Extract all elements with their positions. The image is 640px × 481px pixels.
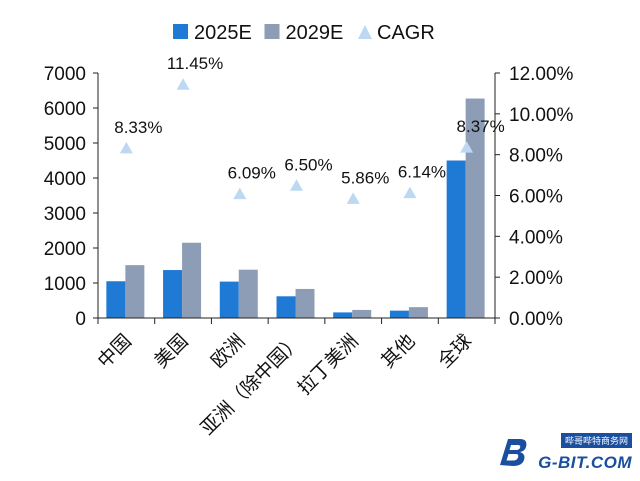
category-label: 中国	[93, 330, 135, 372]
bar-2025e	[389, 310, 409, 318]
legend-label-2029e: 2029E	[286, 22, 344, 44]
right-tick-label: 12.00%	[509, 64, 574, 85]
category-label: 全球	[434, 330, 476, 372]
cagr-data-label: 6.14%	[398, 163, 446, 182]
bar-2025e	[446, 160, 466, 318]
bar-2025e	[106, 281, 126, 318]
right-tick-label: 0.00%	[509, 309, 563, 330]
cagr-marker	[460, 141, 474, 153]
left-tick-label: 4000	[44, 169, 86, 190]
cagr-data-label: 5.86%	[341, 168, 389, 187]
bigbit-logo-icon	[500, 439, 527, 466]
bar-2025e	[163, 270, 183, 318]
cagr-marker	[119, 141, 133, 154]
bar-2029e	[238, 269, 258, 318]
legend-label-cagr: CAGR	[377, 22, 435, 44]
left-tick-label: 0	[75, 309, 86, 330]
cagr-data-label: 11.45%	[167, 54, 223, 73]
legend-swatch-2025e	[173, 24, 188, 39]
cagr-marker	[176, 78, 190, 90]
bar-2029e	[465, 98, 485, 318]
cagr-marker	[233, 187, 247, 200]
legend-marker-cagr	[358, 25, 372, 39]
watermark: 哔哥哔特商务网 G-BIT.COM	[496, 433, 632, 475]
right-tick-label: 6.00%	[509, 187, 563, 208]
watermark-domain: G-BIT.COM	[538, 453, 632, 472]
bar-2025e	[333, 312, 353, 318]
right-tick-label: 8.00%	[509, 146, 563, 167]
left-tick-label: 5000	[44, 134, 86, 155]
bar-2029e	[182, 242, 202, 318]
left-tick-label: 7000	[44, 64, 86, 85]
bar-2029e	[295, 288, 315, 318]
right-tick-label: 2.00%	[509, 268, 563, 289]
left-tick-label: 3000	[44, 204, 86, 225]
left-tick-label: 6000	[44, 99, 86, 120]
cagr-marker	[346, 192, 360, 204]
cagr-marker	[403, 186, 417, 199]
legend-label-2025e: 2025E	[194, 22, 252, 44]
legend-swatch-2029e	[264, 24, 280, 39]
bar-2025e	[219, 281, 239, 318]
category-label: 亚洲（除中国）	[196, 330, 306, 440]
bar-2029e	[125, 265, 145, 318]
right-tick-label: 10.00%	[509, 105, 574, 126]
category-label: 其他	[377, 330, 419, 372]
cagr-data-label: 6.50%	[284, 155, 332, 174]
category-label: 欧洲	[207, 330, 249, 372]
left-tick-label: 2000	[44, 239, 86, 260]
right-tick-label: 4.00%	[509, 227, 563, 248]
category-label: 拉丁美洲	[293, 330, 362, 399]
bar-2025e	[276, 296, 296, 318]
category-label: 美国	[150, 330, 192, 372]
watermark-site-name: 哔哥哔特商务网	[560, 433, 632, 448]
cagr-data-label: 6.09%	[228, 164, 276, 183]
left-tick-label: 1000	[44, 274, 86, 295]
bar-2029e	[352, 309, 372, 318]
cagr-data-label: 8.37%	[457, 117, 505, 136]
bar-2029e	[408, 307, 428, 318]
cagr-data-label: 8.33%	[114, 118, 162, 137]
cagr-marker	[290, 179, 303, 191]
